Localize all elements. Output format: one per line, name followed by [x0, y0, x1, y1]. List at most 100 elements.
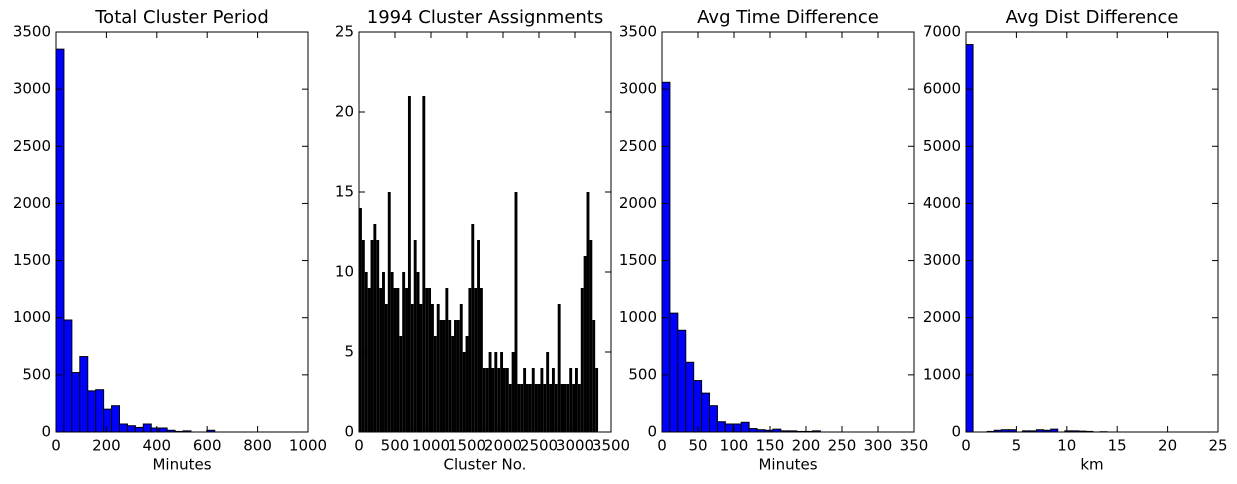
bar: [387, 192, 391, 432]
y-tick-label: 0: [951, 423, 961, 441]
y-tick-label: 3000: [13, 80, 51, 98]
bar: [549, 384, 552, 432]
bar: [379, 288, 383, 432]
histogram-bar: [748, 428, 758, 433]
bar: [592, 320, 596, 432]
y-tick-label: 1000: [13, 308, 51, 326]
bar: [546, 352, 550, 432]
x-tick-label: 1000: [412, 437, 450, 455]
bar: [508, 384, 512, 432]
bar: [488, 352, 492, 432]
bar: [531, 368, 535, 432]
x-tick-label: 400: [142, 437, 171, 455]
x-tick-label: 3000: [556, 437, 594, 455]
bar: [407, 96, 411, 432]
bar: [396, 288, 400, 432]
bar: [503, 368, 506, 432]
x-axis-label: Minutes: [758, 456, 817, 474]
bar: [436, 304, 440, 432]
bar: [560, 384, 564, 432]
bar: [456, 320, 460, 432]
y-tick-label: 3500: [13, 23, 51, 41]
bar: [563, 384, 567, 432]
bar: [468, 288, 472, 432]
bar: [482, 368, 486, 432]
bar: [419, 304, 423, 432]
x-tick-label: 3500: [592, 437, 630, 455]
x-tick-label: 300: [864, 437, 893, 455]
bar: [485, 368, 489, 432]
bar: [497, 368, 501, 432]
bar: [494, 352, 498, 432]
bar: [534, 384, 538, 432]
bar: [433, 336, 437, 432]
histogram-bar: [709, 405, 718, 433]
subplot: 0 5 10 15 20 25 0 1000 2000 3000 4000 5000 6000 7000 A…: [923, 7, 1228, 474]
histogram-bar: [740, 421, 750, 433]
bar: [370, 240, 374, 432]
bar: [439, 320, 443, 432]
bar: [577, 384, 581, 432]
y-tick-label: 3500: [619, 23, 657, 41]
bar: [526, 384, 529, 432]
x-tick-label: 0: [961, 437, 971, 455]
y-tick-label: 3000: [923, 251, 961, 269]
x-tick-label: 200: [92, 437, 121, 455]
histogram-bar: [103, 408, 113, 433]
x-tick-label: 600: [193, 437, 222, 455]
histogram-bar: [111, 405, 121, 433]
x-tick-label: 2500: [520, 437, 558, 455]
x-tick-label: 0: [354, 437, 364, 455]
y-tick-label: 5000: [923, 137, 961, 155]
bar: [474, 288, 478, 432]
y-tick-label: 1500: [13, 251, 51, 269]
x-tick-label: 800: [243, 437, 272, 455]
histogram-bar: [158, 427, 168, 433]
y-tick-label: 20: [335, 103, 354, 121]
y-tick-label: 2000: [13, 194, 51, 212]
x-tick-label: 10: [1057, 437, 1076, 455]
subplot: 0 200 400 600 800 1000 0 500 1000 1500 2000 2500 300…: [13, 7, 327, 474]
y-tick-label: 500: [628, 365, 657, 383]
bar: [583, 256, 587, 432]
bar: [551, 368, 555, 432]
subplot: 0 50 100 150 200 250 300 3500500100015002000250…: [619, 7, 929, 474]
bar: [580, 288, 584, 432]
chart-title: Total Cluster Period: [94, 7, 269, 28]
bar: [459, 304, 463, 432]
bar: [537, 384, 541, 432]
bar: [361, 240, 365, 432]
x-axis-label: km: [1080, 456, 1103, 474]
axes-frame: [55, 31, 309, 433]
bar: [471, 224, 475, 432]
bar: [557, 304, 561, 432]
y-tick-label: 2000: [619, 194, 657, 212]
bar: [540, 368, 544, 432]
x-tick-label: 150: [756, 437, 785, 455]
bar: [445, 288, 449, 432]
bar: [359, 208, 362, 432]
bar: [390, 272, 394, 432]
bar: [514, 192, 518, 432]
x-tick-label: 250: [828, 437, 857, 455]
bar: [586, 192, 590, 432]
bar: [425, 288, 429, 432]
bar: [543, 384, 547, 432]
x-tick-label: 15: [1108, 437, 1127, 455]
bar: [402, 272, 406, 432]
chart-title: Avg Dist Difference: [1006, 7, 1179, 28]
histogram-bar: [63, 319, 73, 433]
bar: [454, 320, 457, 432]
histogram-bar: [79, 356, 89, 433]
bar: [393, 288, 397, 432]
bar: [517, 384, 521, 432]
histogram-bar: [71, 372, 81, 433]
bar: [505, 368, 509, 432]
axes-frame: [358, 31, 612, 433]
bar: [416, 272, 420, 432]
bar: [572, 384, 576, 432]
bar: [465, 336, 469, 432]
x-tick-label: 0: [657, 437, 667, 455]
